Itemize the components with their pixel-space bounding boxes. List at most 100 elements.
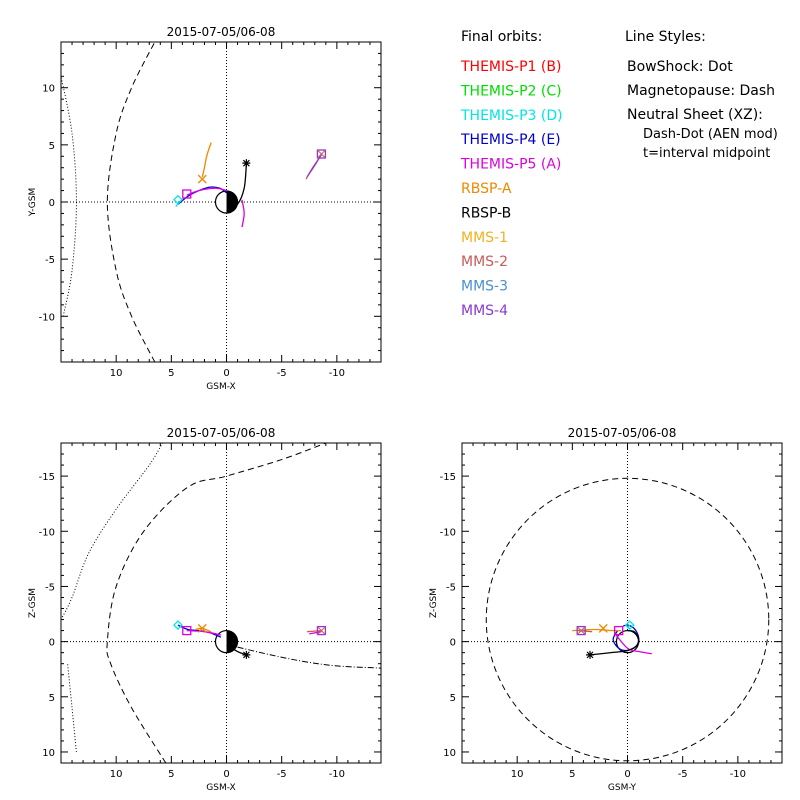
x-tick-label: -5	[678, 769, 688, 780]
y-axis-label: Z-GSM	[28, 588, 38, 618]
bowshock-curve	[61, 76, 77, 317]
x-tick-label: 10	[110, 368, 123, 379]
magnetopause-curve	[106, 443, 327, 763]
orbit-marker-square	[182, 625, 192, 636]
y-tick-label: 5	[49, 693, 55, 704]
y-tick-label: 5	[49, 141, 55, 152]
y-tick-label: 0	[49, 638, 55, 649]
y-tick-label: 0	[49, 198, 55, 209]
orbit-marker-square	[576, 625, 586, 636]
y-tick-label: -15	[39, 472, 55, 483]
x-axis-label: GSM-Y	[608, 783, 637, 793]
x-tick-label: 10	[110, 769, 123, 780]
orbit-track	[307, 629, 322, 633]
plot-title: 2015-07-05/06-08	[167, 426, 276, 440]
legend-style-line: BowShock: Dot	[627, 59, 733, 75]
orbit-marker-square	[182, 189, 192, 199]
orbit-marker-square	[614, 625, 624, 636]
legend-item-mms-3: MMS-3	[461, 279, 508, 295]
orbit-marker-square	[316, 149, 327, 159]
x-tick-label: 5	[569, 769, 575, 780]
y-axis-label: Y-GSM	[28, 188, 38, 217]
orbit-marker-square	[316, 625, 327, 636]
orbit-marker-cross	[197, 623, 207, 633]
orbit-marker-diamond	[173, 194, 183, 205]
magnetopause-curve	[106, 42, 156, 362]
legend-style-line: Neutral Sheet (XZ):	[627, 107, 763, 123]
legend-item-mms-1: MMS-1	[461, 230, 508, 246]
orbit-marker-star	[242, 650, 251, 659]
orbit-track	[626, 624, 631, 629]
legend-item-themis-p1-b: THEMIS-P1 (B)	[460, 59, 561, 75]
orbit-track	[201, 142, 212, 178]
orbit-track	[241, 199, 245, 228]
x-tick-label: 10	[511, 769, 524, 780]
y-tick-label: 10	[42, 748, 55, 759]
legend-item-rbsp-b: RBSP-B	[461, 205, 511, 221]
orbit-track	[589, 629, 640, 656]
y-tick-label: 5	[450, 693, 456, 704]
x-tick-label: -10	[329, 769, 345, 780]
y-tick-label: -5	[45, 582, 55, 593]
plot-title: 2015-07-05/06-08	[568, 426, 677, 440]
plot-area-xy	[61, 42, 381, 362]
y-tick-label: -10	[39, 527, 55, 538]
orbit-marker-star	[586, 650, 594, 659]
y-tick-label: 0	[450, 638, 456, 649]
orbit-marker-diamond	[173, 620, 183, 630]
y-tick-label: -5	[446, 582, 456, 593]
legend-styles-title: Line Styles:	[625, 29, 706, 45]
legend-item-themis-p4-e: THEMIS-P4 (E)	[460, 132, 561, 148]
orbit-marker-star	[242, 159, 251, 168]
legend-item-themis-p5-a: THEMIS-P5 (A)	[460, 157, 561, 173]
plot-xy: 10 5 0 -5 -10 -10 -5 0 5 10 2015-07-05/06-08 GSM-X Y…	[28, 25, 382, 392]
orbit-track	[613, 632, 652, 655]
orbit-marker-cross	[317, 626, 326, 635]
x-tick-label: -5	[277, 769, 287, 780]
legend-item-themis-p3-d: THEMIS-P3 (D)	[460, 108, 563, 124]
bowshock-curve-upper	[67, 663, 77, 753]
y-tick-label: -10	[440, 527, 456, 538]
plot-yz: 10 5 0 -5 -10 10 5 0 -5 -10 -15 2015-07-05/06-08 GSM…	[429, 426, 783, 793]
orbit-track	[186, 629, 222, 636]
legend-style-line: t=interval midpoint	[643, 146, 770, 161]
orbit-marker-cross	[598, 623, 608, 633]
orbit-marker-diamond	[624, 620, 635, 630]
plot-frame	[461, 442, 783, 764]
x-axis-label: GSM-X	[206, 783, 235, 793]
plot-frame	[60, 442, 382, 764]
neutral-sheet-curve	[237, 646, 381, 669]
orbit-track	[306, 153, 322, 178]
y-tick-label: 10	[42, 84, 55, 95]
magnetopause-curve	[485, 477, 770, 762]
x-tick-label: 5	[168, 769, 174, 780]
y-axis-label: Z-GSM	[429, 588, 439, 618]
orbit-track	[226, 644, 247, 656]
legend-style-line: Dash-Dot (AEN mod)	[643, 127, 778, 142]
x-tick-label: -10	[730, 769, 746, 780]
legend-style-line: Magnetopause: Dash	[627, 83, 775, 99]
y-tick-label: 10	[443, 748, 456, 759]
legend-item-mms-4: MMS-4	[461, 303, 508, 319]
x-tick-label: 0	[624, 769, 630, 780]
plot-xz: 10 5 0 -5 -10 10 5 0 -5 -10 -15 2015-07-05/06-08 GSM…	[28, 426, 382, 793]
x-tick-label: -5	[277, 368, 287, 379]
legend-item-mms-2: MMS-2	[461, 254, 508, 270]
x-tick-label: 0	[223, 769, 229, 780]
orbit-marker-cross	[317, 149, 326, 159]
legend-item-themis-p2-c: THEMIS-P2 (C)	[460, 83, 562, 99]
orbit-track	[186, 187, 227, 196]
x-tick-label: 0	[223, 368, 229, 379]
y-tick-label: -15	[440, 472, 456, 483]
orbit-marker-cross	[576, 626, 586, 635]
plot-title: 2015-07-05/06-08	[167, 25, 276, 39]
plot-area-yz	[462, 443, 782, 763]
bowshock-curve	[61, 443, 163, 620]
legend-orbits-title: Final orbits:	[461, 29, 542, 45]
orbit-track	[226, 164, 248, 212]
x-tick-label: -10	[329, 368, 345, 379]
x-tick-label: 5	[168, 368, 174, 379]
x-axis-label: GSM-X	[206, 382, 235, 392]
earth-nightside-icon	[226, 630, 238, 653]
